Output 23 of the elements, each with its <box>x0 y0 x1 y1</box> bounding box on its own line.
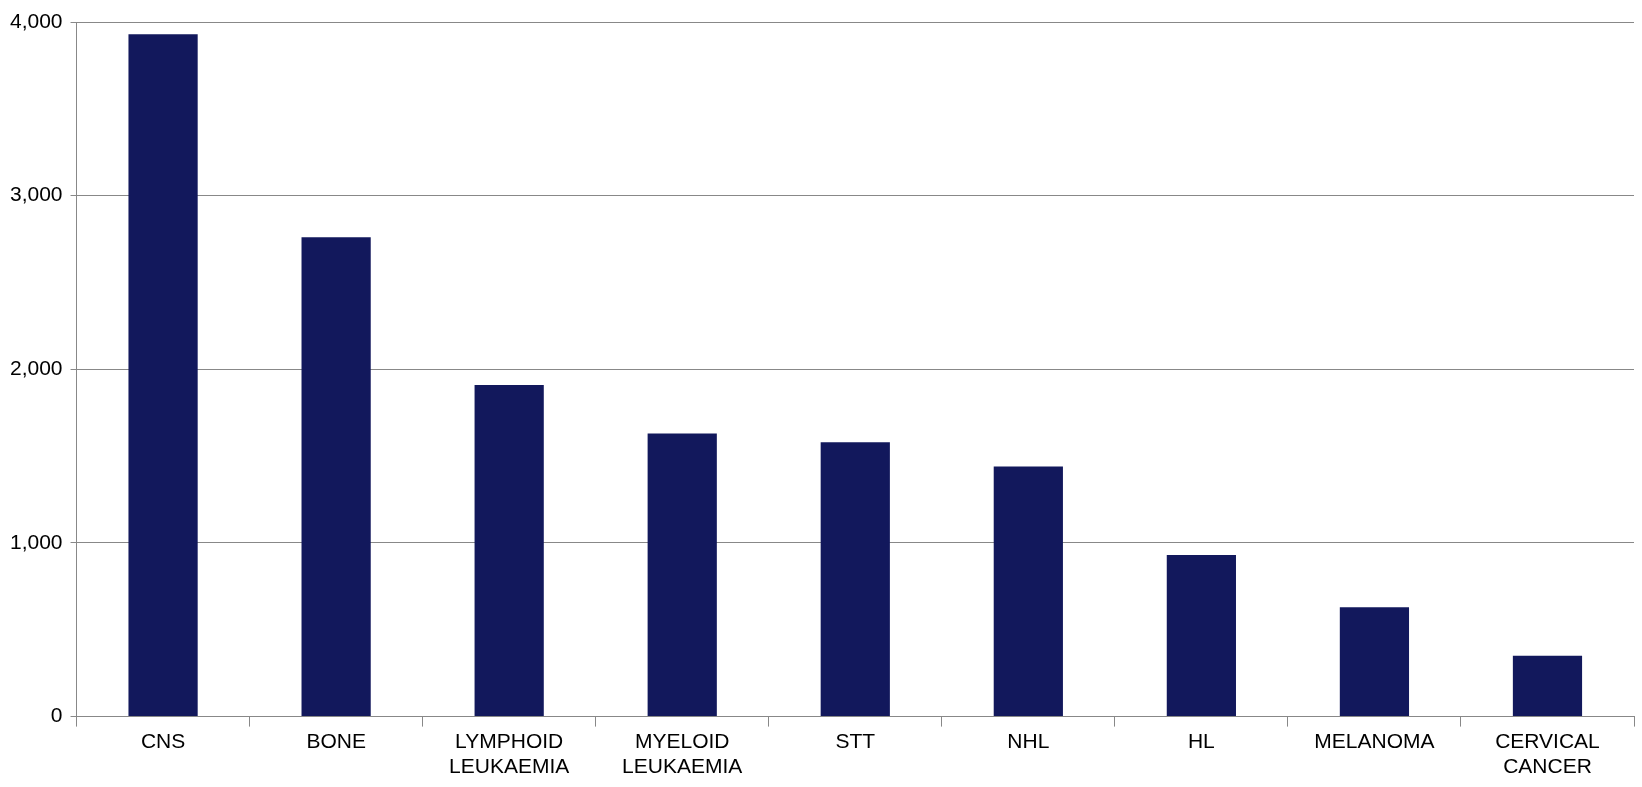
bar <box>1512 655 1583 717</box>
y-tick-label: 0 <box>50 703 63 727</box>
bar <box>301 237 371 717</box>
bar <box>993 466 1063 717</box>
x-tick-label: HL <box>1187 729 1215 752</box>
y-tick-label: 3,000 <box>9 182 63 206</box>
bar <box>647 433 717 717</box>
x-tick-label: BONE <box>306 729 366 752</box>
x-tick-label: LYMPHOID LEUKAEMIA <box>449 729 570 778</box>
bar <box>1166 555 1236 717</box>
x-tick-label: MELANOMA <box>1314 729 1435 752</box>
bar <box>474 384 544 717</box>
bar <box>128 34 198 717</box>
bar <box>1339 607 1410 717</box>
x-tick-label: STT <box>835 729 876 752</box>
x-tick-label: NHL <box>1007 729 1050 752</box>
bar <box>820 442 890 717</box>
y-tick-label: 4,000 <box>9 8 63 32</box>
x-tick-label: CNS <box>140 729 186 752</box>
y-tick-label: 1,000 <box>9 529 63 553</box>
y-tick-label: 2,000 <box>9 356 63 380</box>
x-tick-label: MYELOID LEUKAEMIA <box>622 729 743 778</box>
x-tick-label: CERVICAL CANCER <box>1495 729 1600 778</box>
